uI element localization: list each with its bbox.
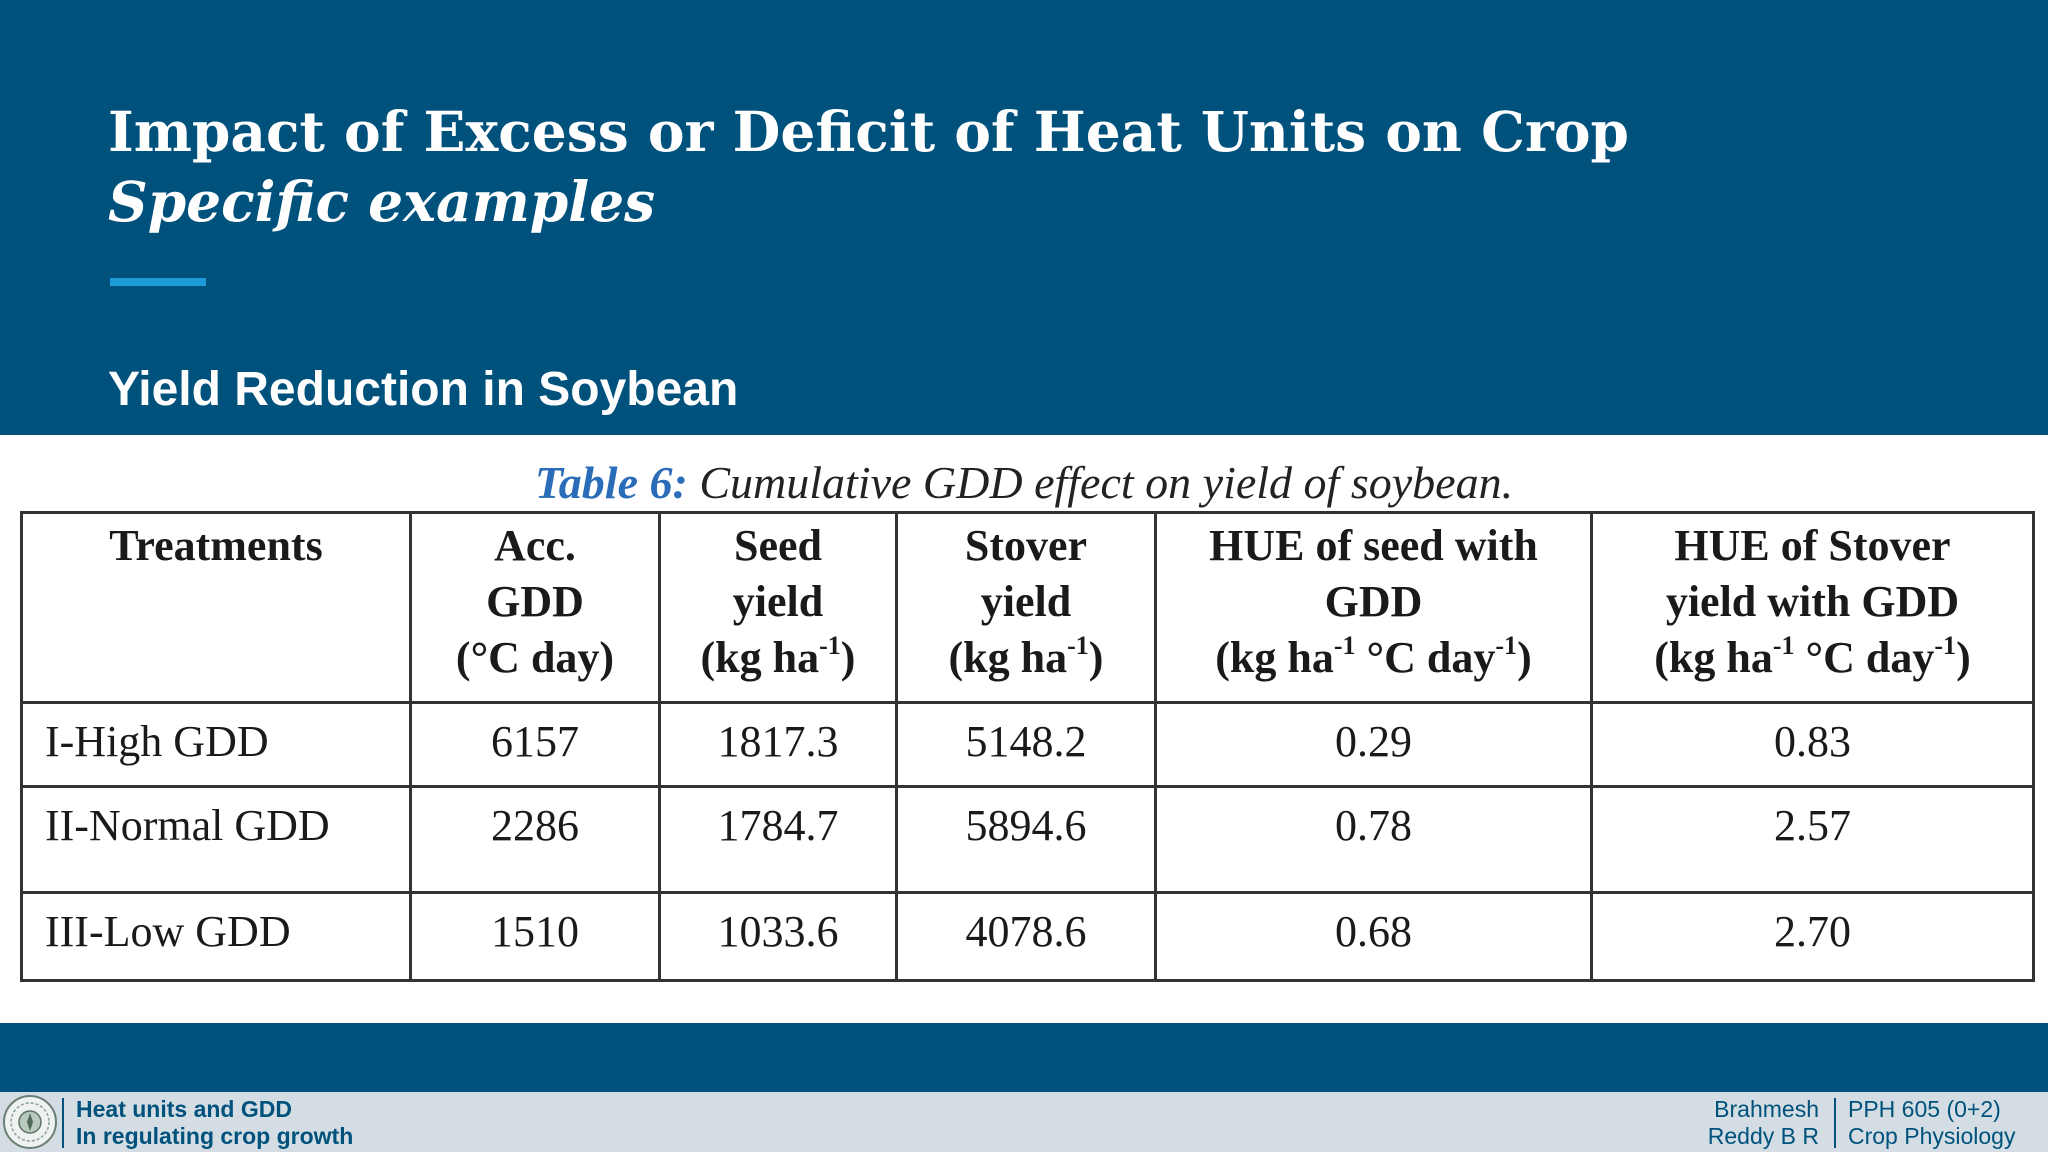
header-acc-gdd: Acc. GDD (°C day) (409, 511, 661, 704)
header-hue-seed: HUE of seed with GDD (kg ha-1 °C day-1) (1154, 511, 1593, 704)
cell-acc-gdd: 2286 (409, 785, 661, 894)
cell-hue-seed: 0.78 (1154, 785, 1593, 894)
table-row: II-Normal GDD 2286 1784.7 5894.6 0.78 2.… (20, 785, 2035, 894)
footer-divider (62, 1098, 64, 1148)
header-seed-yield: Seed yield (kg ha-1) (658, 511, 898, 704)
footer-topic-line2: In regulating crop growth (76, 1123, 354, 1149)
cell-acc-gdd: 1510 (409, 891, 661, 982)
cell-stover-yield: 5148.2 (895, 701, 1157, 788)
caption-label: Table 6: (534, 457, 688, 508)
cell-treatment: I-High GDD (20, 701, 412, 788)
table-row: III-Low GDD 1510 1033.6 4078.6 0.68 2.70 (20, 891, 2035, 982)
cell-stover-yield: 5894.6 (895, 785, 1157, 894)
footer-topic: Heat units and GDD In regulating crop gr… (76, 1096, 353, 1150)
cell-treatment: II-Normal GDD (20, 785, 412, 894)
slide-title: Impact of Excess or Deficit of Heat Unit… (108, 99, 1629, 164)
footer-course-line2: Crop Physiology (1848, 1123, 2016, 1149)
caption-text: Cumulative GDD effect on yield of soybea… (699, 457, 1514, 508)
footer-author-line2: Reddy B R (1707, 1123, 1819, 1149)
section-heading: Yield Reduction in Soybean (108, 363, 739, 416)
university-seal-icon (3, 1095, 57, 1149)
cell-stover-yield: 4078.6 (895, 891, 1157, 982)
table-panel: Table 6: Cumulative GDD effect on yield … (0, 435, 2048, 1023)
gdd-yield-table: Treatments Acc. GDD (°C day) Seed yield … (20, 511, 2035, 982)
cell-hue-stover: 2.70 (1590, 891, 2035, 982)
cell-seed-yield: 1033.6 (658, 891, 898, 982)
cell-hue-stover: 2.57 (1590, 785, 2035, 894)
header-treatments: Treatments (20, 511, 412, 704)
cell-hue-seed: 0.29 (1154, 701, 1593, 788)
footer: Heat units and GDD In regulating crop gr… (0, 1092, 2048, 1152)
cell-treatment: III-Low GDD (20, 891, 412, 982)
header-stover-yield: Stover yield (kg ha-1) (895, 511, 1157, 704)
footer-author-line1: Brahmesh (1714, 1096, 1819, 1122)
table-caption: Table 6: Cumulative GDD effect on yield … (0, 455, 2048, 511)
footer-course-line1: PPH 605 (0+2) (1848, 1096, 2001, 1122)
table-row: I-High GDD 6157 1817.3 5148.2 0.29 0.83 (20, 701, 2035, 788)
cell-acc-gdd: 6157 (409, 701, 661, 788)
slide-subtitle: Specific examples (108, 169, 656, 234)
cell-hue-stover: 0.83 (1590, 701, 2035, 788)
header-hue-stover: HUE of Stover yield with GDD (kg ha-1 °C… (1590, 511, 2035, 704)
cell-seed-yield: 1817.3 (658, 701, 898, 788)
cell-hue-seed: 0.68 (1154, 891, 1593, 982)
footer-divider (1834, 1098, 1836, 1148)
accent-bar (110, 278, 206, 286)
footer-course: PPH 605 (0+2) Crop Physiology (1848, 1096, 2015, 1150)
footer-topic-line1: Heat units and GDD (76, 1096, 292, 1122)
header-row: Treatments Acc. GDD (°C day) Seed yield … (20, 511, 2035, 704)
footer-author: Brahmesh Reddy B R (1708, 1096, 1819, 1150)
cell-seed-yield: 1784.7 (658, 785, 898, 894)
